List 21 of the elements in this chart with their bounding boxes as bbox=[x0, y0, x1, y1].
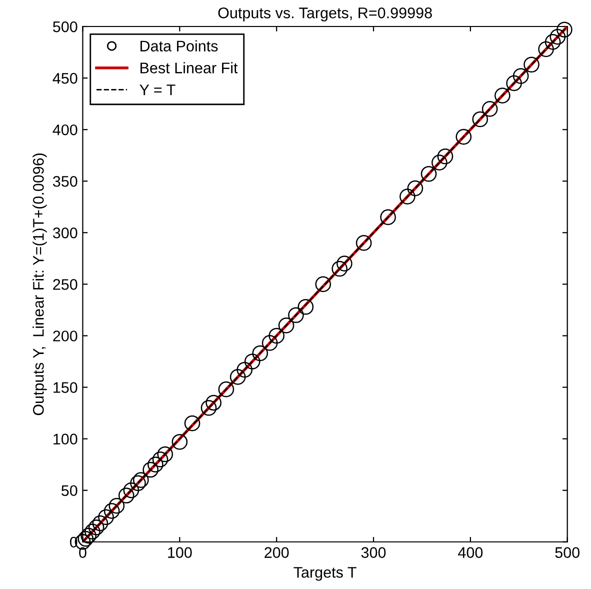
y-tick-label: 350 bbox=[52, 176, 78, 187]
x-axis-title: Targets T bbox=[294, 567, 356, 581]
x-tick-label: 400 bbox=[458, 547, 483, 558]
x-tick-label: 300 bbox=[361, 547, 386, 558]
legend-label: Data Points bbox=[140, 40, 218, 52]
y-tick-label: 500 bbox=[53, 21, 78, 32]
y-tick-label: 450 bbox=[52, 72, 78, 84]
y-tick-label: 150 bbox=[54, 382, 78, 393]
legend-label: Y = T bbox=[140, 84, 176, 96]
y-tick-label: 200 bbox=[53, 330, 78, 342]
x-tick-label: 100 bbox=[168, 547, 192, 558]
y-tick-label: 250 bbox=[53, 279, 78, 290]
x-tick-label: 500 bbox=[555, 547, 580, 558]
y-tick-label: 300 bbox=[52, 228, 78, 238]
legend-label: Best Linear Fit bbox=[140, 62, 238, 74]
y-tick-label: 100 bbox=[54, 434, 78, 444]
y-tick-label: 400 bbox=[52, 124, 78, 136]
x-tick-label: 200 bbox=[264, 547, 289, 558]
y-axis-title: Outputs Y, Linear Fit: Y=(1)T+(0.0096) bbox=[32, 153, 47, 416]
chart-title: Outputs vs. Targets, R=0.99998 bbox=[218, 8, 432, 22]
y-tick-label: 50 bbox=[62, 485, 78, 496]
